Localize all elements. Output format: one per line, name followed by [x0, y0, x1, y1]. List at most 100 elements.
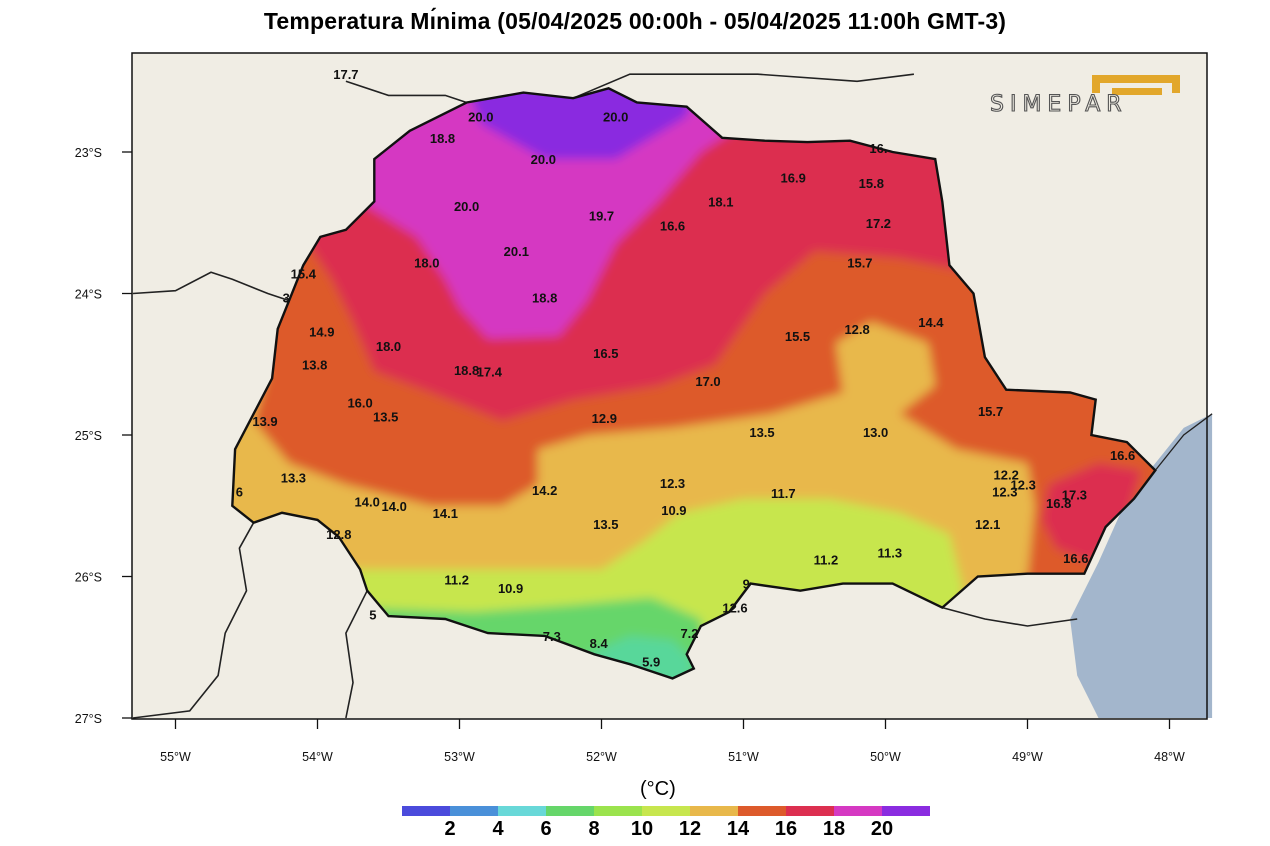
station-value: 14.2: [532, 483, 557, 498]
station-value: 6: [236, 485, 243, 500]
station-value: 9: [743, 577, 750, 592]
parana-state-outline: [231, 87, 1157, 680]
legend-swatch: [546, 806, 594, 816]
station-value: 15.4: [291, 267, 317, 282]
legend-label: 14: [726, 818, 750, 840]
lon-tick-label: 53°W: [444, 750, 475, 764]
station-value: 8.4: [590, 636, 609, 651]
station-value: 16.8: [1046, 496, 1071, 511]
station-value: 14.4: [918, 315, 944, 330]
station-value: 3: [283, 291, 290, 306]
station-value: 11.3: [878, 545, 903, 560]
lon-tick-label: 48°W: [1154, 750, 1185, 764]
lon-tick-label: 49°W: [1012, 750, 1043, 764]
station-value: 13.5: [749, 425, 774, 440]
legend-swatch: [834, 806, 882, 816]
simepar-logo-text: SIMEPAR: [990, 92, 1128, 117]
lat-tick-label: 26°S: [75, 571, 102, 585]
band-18-20: [360, 88, 744, 339]
station-value: 17.2: [866, 216, 891, 231]
legend-swatch: [498, 806, 546, 816]
station-value: 16.5: [593, 346, 618, 361]
station-value: 13.5: [593, 517, 618, 532]
station-value: 16.0: [347, 396, 372, 411]
legend-color-bar: [402, 806, 930, 816]
lat-tick-label: 27°S: [75, 712, 102, 726]
legend-swatch: [690, 806, 738, 816]
station-value: 12.1: [975, 517, 1000, 532]
legend-label: 16: [774, 818, 798, 840]
station-value: 12.8: [844, 322, 869, 337]
station-value: 7.2: [680, 626, 698, 641]
lon-tick-label: 51°W: [728, 750, 759, 764]
station-value: 19.7: [589, 209, 614, 224]
lat-tick-label: 23°S: [75, 146, 102, 160]
station-value: 16.6: [660, 219, 685, 234]
station-value: 13.5: [373, 410, 398, 425]
border-line: [572, 73, 914, 99]
legend-label: 20: [870, 818, 894, 840]
station-value: 16.: [869, 141, 887, 156]
station-value: 18.0: [376, 339, 401, 354]
station-value: 16.6: [1110, 448, 1135, 463]
station-value: 7.3: [543, 629, 561, 644]
station-value: 20.1: [504, 244, 529, 259]
station-value: 11.2: [444, 572, 469, 587]
lon-tick-label: 54°W: [302, 750, 333, 764]
legend-unit: (°C): [640, 778, 676, 800]
border-line: [942, 606, 1078, 627]
border-line: [345, 590, 368, 719]
station-value: 17.0: [695, 374, 720, 389]
station-value: 20.0: [468, 110, 493, 125]
station-value: 18.0: [414, 255, 439, 270]
legend-label: 2: [444, 818, 456, 840]
station-value: 20.0: [454, 199, 479, 214]
station-value: 13.8: [302, 357, 327, 372]
border-line: [345, 80, 467, 104]
station-value: 11.2: [814, 553, 839, 568]
legend-swatch: [642, 806, 690, 816]
station-value: 12.9: [592, 411, 617, 426]
longitude-ticks: 55°W 54°W 53°W 52°W 51°W 50°W 49°W 48°W: [160, 719, 1185, 764]
station-value: 16.6: [1063, 551, 1088, 566]
station-value: 15.7: [847, 255, 872, 270]
station-value: 12.6: [722, 601, 747, 616]
station-value: 12.8: [326, 527, 351, 542]
legend-label: 18: [822, 818, 846, 840]
station-value: 13.3: [281, 471, 306, 486]
legend-label: 8: [588, 818, 600, 840]
station-value: 18.8: [532, 291, 557, 306]
station-value: 15.8: [859, 176, 884, 191]
station-value: 14.9: [309, 325, 334, 340]
station-value: 11.7: [771, 486, 796, 501]
lon-tick-label: 55°W: [160, 750, 191, 764]
border-line: [132, 271, 290, 302]
legend-swatch: [594, 806, 642, 816]
station-value: 18.8: [430, 131, 455, 146]
station-value: 12.3: [1011, 478, 1036, 493]
legend-label: 10: [630, 818, 654, 840]
state-country-borders: [132, 73, 1213, 719]
station-value: 15.5: [785, 329, 810, 344]
legend-labels: 2 4 6 8 10 12 14 16 18 20: [402, 816, 930, 840]
station-value: 17.7: [333, 67, 358, 82]
station-value: 18.8: [454, 363, 479, 378]
lat-tick-label: 25°S: [75, 429, 102, 443]
legend-swatch: [738, 806, 786, 816]
station-value: 13.0: [863, 425, 888, 440]
latitude-ticks: 23°S 24°S 25°S 26°S 27°S: [75, 146, 132, 726]
lon-tick-label: 52°W: [586, 750, 617, 764]
station-value: 10.9: [498, 581, 523, 596]
station-value: 5: [369, 608, 376, 623]
station-value: 12.2: [994, 468, 1019, 483]
legend-swatch: [882, 806, 930, 816]
legend-label: 6: [540, 818, 552, 840]
simepar-logo: SIMEPAR: [989, 75, 1180, 118]
border-line: [1154, 413, 1213, 471]
station-value: 14.0: [382, 499, 407, 514]
color-legend: 2 4 6 8 10 12 14 16 18 20: [402, 806, 930, 840]
band-coast-16-18: [1041, 463, 1142, 563]
legend-swatch: [402, 806, 450, 816]
simepar-logo-icon: [1092, 75, 1180, 95]
